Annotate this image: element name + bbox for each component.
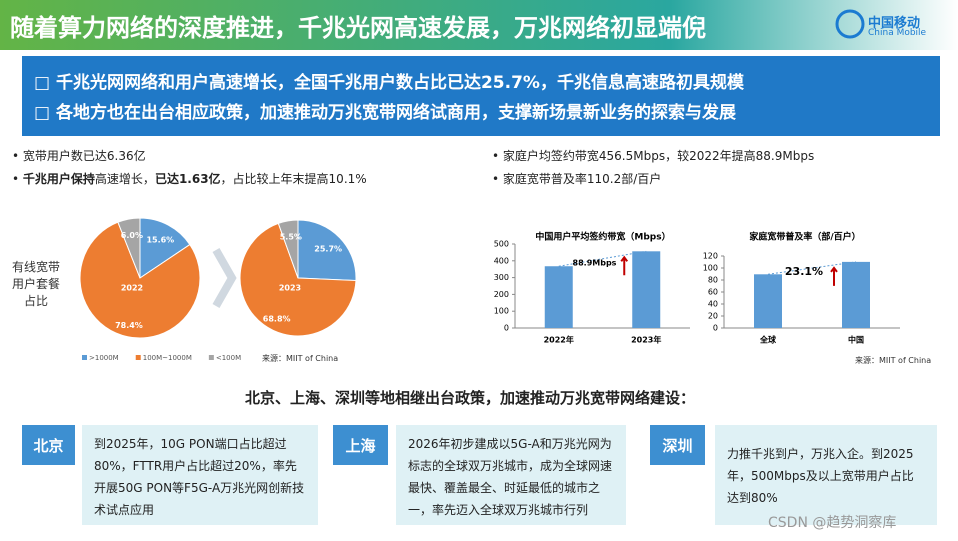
highlight: 千兆光网网络和用户高速增长，全国千兆用户数占比已达25.7%，千兆信息高速路初具… — [34, 68, 744, 93]
pie-slice — [117, 217, 141, 279]
arrow — [212, 248, 237, 308]
y-tick-label: 400 — [494, 256, 509, 265]
city-text: 2026年初步建成以5G-A和万兆光网为标志的全球双万兆城市，成为全球网速最快、… — [396, 425, 626, 525]
y-tick-label: 80 — [708, 276, 718, 285]
logo-en: China Mobile — [868, 28, 927, 38]
value-label: 6.0% — [121, 231, 143, 240]
y-tick-label: 60 — [708, 288, 718, 297]
bar — [842, 261, 870, 328]
pie-caption: 有线宽带用户套餐占比 — [11, 260, 60, 308]
value-label: 5.5% — [280, 232, 302, 241]
y-tick-label: 500 — [494, 240, 509, 249]
bar — [754, 274, 782, 328]
title-bar — [0, 0, 958, 50]
trend — [767, 261, 857, 275]
city-tab: 北京 — [22, 425, 75, 465]
chart-title: 家庭宽带普及率（部/百户） — [749, 231, 860, 243]
bullet: 千兆用户保持高速增长，已达1.63亿，占比较上年末提高10.1% — [12, 170, 367, 187]
watermark: CSDN @趋势洞察库 — [768, 515, 897, 531]
pie-label: 2022 — [121, 284, 143, 293]
chart-title: 中国用户平均签约带宽（Mbps） — [535, 231, 670, 243]
annotation: 88.9Mbps — [573, 258, 617, 267]
legend-label: 100M~1000M — [143, 354, 192, 362]
annotation: 23.1% — [785, 265, 823, 278]
city-text: 力推千兆到户，万兆入企。到2025年，500Mbps及以上宽带用户占比达到80% — [715, 425, 937, 525]
legend-label: >1000M — [89, 354, 119, 362]
source: 来源：MIIT of China — [855, 356, 932, 365]
highlight: 各地方也在出台相应政策，加速推动万兆宽带网络试商用，支撑新场景新业务的探索与发展 — [34, 98, 736, 123]
y-tick-label: 100 — [703, 264, 718, 273]
source: 来源：MIIT of China — [262, 354, 339, 363]
x-tick-label: 中国 — [848, 335, 864, 345]
logo-icon — [835, 9, 865, 39]
legend-swatch — [82, 355, 87, 360]
bullet: 宽带用户数已达6.36亿 — [12, 147, 146, 164]
section-title: 北京、上海、深圳等地相继出台政策，加速推动万兆宽带网络建设： — [244, 389, 695, 407]
text-run: 千兆用户保持 — [22, 172, 95, 186]
pie-slice — [79, 221, 201, 339]
y-tick-label: 200 — [494, 290, 509, 299]
text-run: 高速增长， — [94, 172, 155, 186]
value-label: 25.7% — [314, 245, 342, 254]
text-run: ，占比较上年末提高10.1% — [220, 172, 367, 186]
y-tick-label: 20 — [708, 312, 718, 321]
pie-slice — [139, 217, 191, 279]
y-tick-label: 100 — [494, 307, 509, 316]
pie-label: 2023 — [279, 284, 301, 293]
city-text: 到2025年，10G PON端口占比超过80%，FTTR用户占比超过20%，率先… — [82, 425, 318, 525]
legend-swatch — [208, 355, 214, 360]
up-arrow — [620, 255, 629, 276]
y-tick-label: 0 — [504, 324, 509, 333]
title: 随着算力网络的深度推进，千兆光网高速发展，万兆网络初显端倪 — [10, 14, 706, 42]
x-tick-label: 2022年 — [544, 335, 574, 345]
text-run: 宽带用户数已达6.36亿 — [22, 149, 146, 163]
legend-swatch — [135, 355, 141, 360]
trend — [558, 250, 647, 267]
bullet: 家庭户均签约带宽456.5Mbps，较2022年提高88.9Mbps — [492, 147, 814, 164]
y-tick-label: 0 — [713, 324, 718, 333]
pie-slice — [277, 219, 299, 279]
legend-label: <100M — [216, 354, 241, 362]
value-label: 78.4% — [115, 321, 143, 330]
bar — [544, 266, 573, 328]
pie-slice — [297, 219, 357, 282]
bar — [632, 251, 661, 328]
bullet: 家庭宽带普及率110.2部/百户 — [492, 170, 661, 187]
text-run: 已达1.63亿 — [154, 172, 221, 186]
logo-cn: 中国移动 — [868, 16, 921, 31]
x-tick-label: 全球 — [759, 335, 777, 345]
city-tab: 深圳 — [650, 425, 705, 465]
pie-slice — [239, 222, 357, 337]
value-label: 68.8% — [263, 314, 291, 323]
y-tick-label: 120 — [703, 252, 718, 261]
x-tick-label: 2023年 — [631, 335, 661, 345]
y-tick-label: 300 — [494, 273, 509, 282]
y-tick-label: 40 — [708, 300, 718, 309]
value-label: 15.6% — [146, 235, 174, 244]
city-tab: 上海 — [333, 425, 388, 465]
up-arrow — [830, 266, 838, 286]
